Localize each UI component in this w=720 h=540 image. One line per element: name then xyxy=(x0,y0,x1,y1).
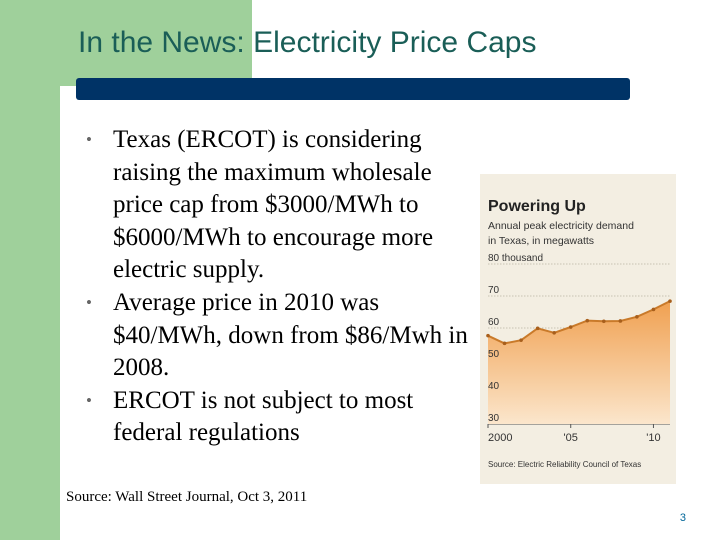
left-accent-band xyxy=(0,0,60,540)
data-point xyxy=(651,307,656,312)
powering-up-chart: Powering Up Annual peak electricity dema… xyxy=(480,174,676,484)
bullet-marker: • xyxy=(86,292,92,312)
data-point xyxy=(602,319,606,324)
demand-area xyxy=(488,301,670,424)
y-tick-label: 80 thousand xyxy=(488,253,543,264)
data-point xyxy=(668,299,672,303)
y-tick-label: 70 xyxy=(488,285,500,296)
data-point xyxy=(519,338,523,342)
data-point xyxy=(552,331,556,335)
y-tick-label: 60 xyxy=(488,317,500,328)
data-point xyxy=(618,319,623,323)
x-tick-label: 2000 xyxy=(488,432,512,444)
title-accent-block xyxy=(0,0,252,86)
bullet-list: • Texas (ERCOT) is considering raising t… xyxy=(86,124,486,450)
slide-title: In the News: Electricity Price Caps xyxy=(78,26,537,59)
demand-line xyxy=(487,300,671,345)
bullet-marker: • xyxy=(86,390,92,410)
data-point xyxy=(502,341,507,346)
page-number: 3 xyxy=(679,512,686,524)
x-tick-label: '10 xyxy=(646,432,660,444)
chart-subtitle: Annual peak electricity demand xyxy=(488,220,634,232)
x-tick-label: '05 xyxy=(564,432,578,444)
bullet-item: • Average price in 2010 was $40/MWh, dow… xyxy=(86,287,486,385)
slide-source: Source: Wall Street Journal, Oct 3, 2011 xyxy=(66,489,308,505)
data-point xyxy=(585,318,590,323)
chart-canvas: Powering Up Annual peak electricity dema… xyxy=(486,198,672,469)
data-point xyxy=(486,333,490,338)
y-tick-label: 50 xyxy=(488,349,500,360)
data-point xyxy=(535,326,540,331)
bullet-item: • ERCOT is not subject to most federal r… xyxy=(86,385,486,450)
y-tick-label: 30 xyxy=(488,413,500,424)
title-underline-bar xyxy=(76,78,630,100)
data-point xyxy=(568,325,573,329)
chart-source: Source: Electric Reliability Council of … xyxy=(488,460,641,469)
bullet-item: • Texas (ERCOT) is considering raising t… xyxy=(86,124,486,287)
chart-title: Powering Up xyxy=(488,198,586,215)
bullet-text: Average price in 2010 was $40/MWh, down … xyxy=(113,288,468,382)
chart-subtitle: in Texas, in megawatts xyxy=(488,235,594,247)
y-tick-label: 40 xyxy=(488,381,500,392)
bullet-text: ERCOT is not subject to most federal reg… xyxy=(113,386,414,447)
data-point xyxy=(635,315,639,319)
bullet-marker: • xyxy=(86,130,92,149)
bullet-text: Texas (ERCOT) is considering raising the… xyxy=(113,126,434,284)
